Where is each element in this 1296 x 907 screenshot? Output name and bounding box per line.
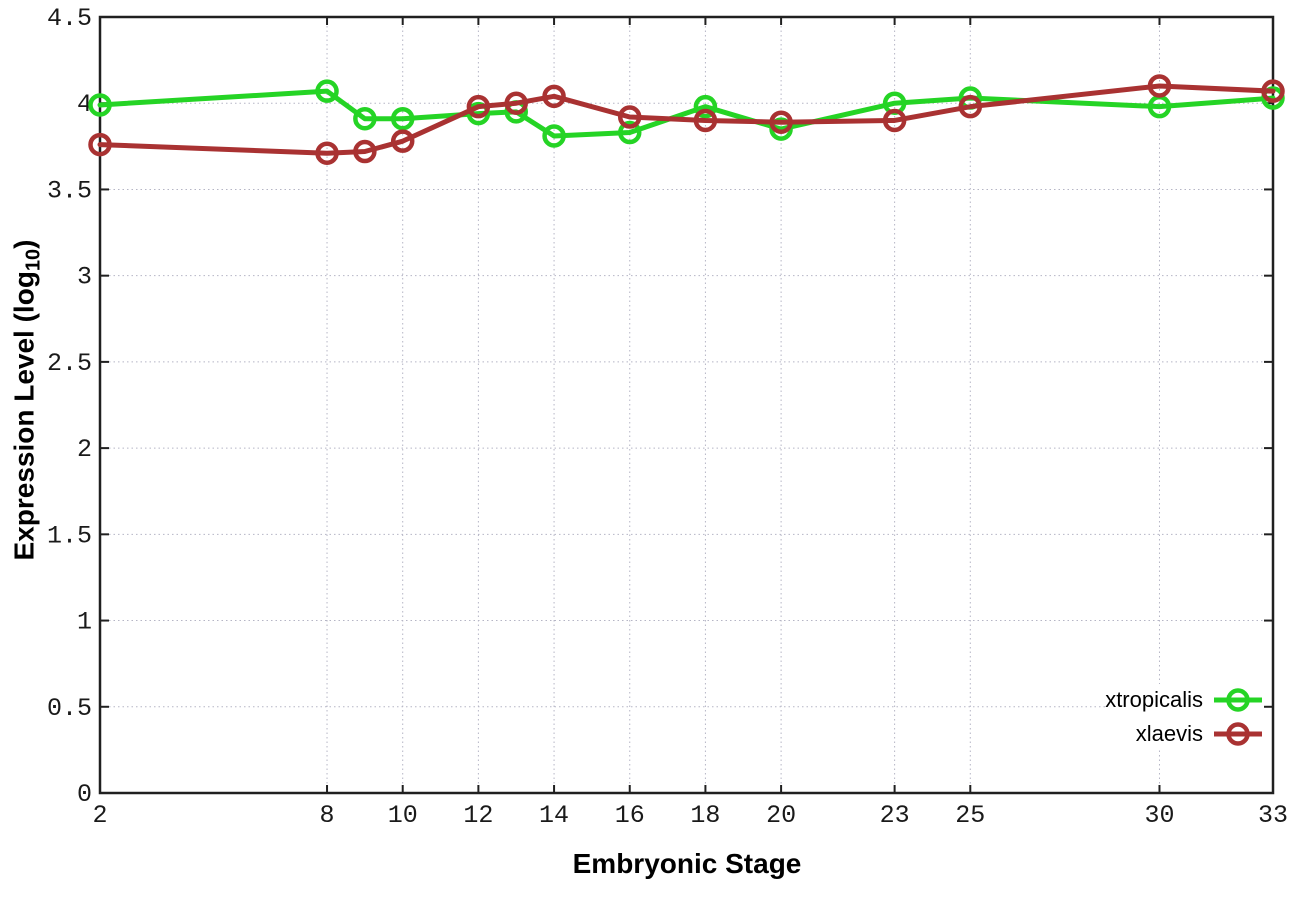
gridlines xyxy=(99,16,1274,793)
y-tick-label: 4.5 xyxy=(47,4,92,33)
y-tick-label: 4 xyxy=(77,90,92,119)
x-tick-label: 14 xyxy=(539,801,569,830)
data-point-marker xyxy=(466,94,491,119)
legend-sample-circle xyxy=(1226,688,1250,712)
y-axis-title-close: ) xyxy=(8,239,40,249)
data-point-marker xyxy=(315,141,339,165)
data-point-marker xyxy=(390,106,415,131)
data-point-marker xyxy=(353,106,377,131)
x-axis-title: Embryonic Stage xyxy=(572,848,802,879)
series-line-xtropicalis xyxy=(97,88,1276,139)
y-tick-label: 3.5 xyxy=(47,176,92,205)
y-axis-title: Expression Level (log10) xyxy=(9,240,46,561)
data-point-marker xyxy=(315,79,339,103)
data-point-marker xyxy=(542,84,566,109)
legend-item-xtropicalis: xtropicalis xyxy=(1105,684,1264,716)
x-tick-label: 23 xyxy=(880,801,910,830)
x-tick-label: 30 xyxy=(1144,801,1174,830)
y-tick-label: 0 xyxy=(77,780,92,809)
series-line-xlaevis xyxy=(97,83,1276,156)
data-point-marker xyxy=(1147,74,1172,98)
data-point-marker xyxy=(769,110,793,134)
data-point-marker xyxy=(617,105,642,129)
y-tick-label: 2.5 xyxy=(47,349,92,378)
data-point-marker xyxy=(1261,79,1285,103)
data-point-marker xyxy=(353,139,377,164)
x-tick-label: 20 xyxy=(766,801,796,830)
data-point-marker xyxy=(693,108,718,133)
data-point-marker xyxy=(88,93,112,117)
data-point-marker xyxy=(617,120,642,145)
data-point-marker xyxy=(693,94,718,119)
y-tick-labels: 0 0.5 1 1.5 2 2.5 3 3.5 4 4.5 xyxy=(47,4,92,809)
x-tick-label: 25 xyxy=(955,801,985,830)
x-tick-label: 18 xyxy=(690,801,720,830)
data-point-marker xyxy=(504,91,528,115)
y-tick-label: 3 xyxy=(77,263,92,292)
x-tick-label: 2 xyxy=(92,801,107,830)
x-tick-label: 12 xyxy=(463,801,493,830)
y-tick-label: 2 xyxy=(77,435,92,464)
legend-label-xtropicalis: xtropicalis xyxy=(1105,687,1203,712)
legend-item-xlaevis: xlaevis xyxy=(1136,718,1264,750)
x-tick-label: 33 xyxy=(1258,801,1288,830)
series-xlaevis xyxy=(88,74,1285,165)
legend-marker-xtropicalis xyxy=(1214,688,1262,712)
data-point-marker xyxy=(958,94,983,119)
y-tick-label: 1.5 xyxy=(47,521,92,550)
y-tick-label: 0.5 xyxy=(47,694,92,723)
data-point-marker xyxy=(88,132,112,157)
axis-ticks xyxy=(99,16,1274,794)
data-point-marker xyxy=(390,129,415,153)
legend-sample-circle xyxy=(1226,722,1250,746)
plot-border xyxy=(98,15,1275,795)
x-tick-labels: 2 8 10 12 14 16 18 20 23 25 30 33 xyxy=(92,801,1288,830)
x-tick-label: 10 xyxy=(388,801,418,830)
x-tick-label: 8 xyxy=(320,801,335,830)
data-point-marker xyxy=(542,124,566,148)
legend-marker-xlaevis xyxy=(1214,722,1262,746)
y-axis-title-text: Expression Level (log xyxy=(8,271,40,561)
legend: xtropicalis xlaevis xyxy=(1105,684,1264,750)
legend-label-xlaevis: xlaevis xyxy=(1135,721,1203,746)
x-tick-label: 16 xyxy=(615,801,645,830)
data-point-marker xyxy=(882,108,907,133)
y-axis-title-subscript: 10 xyxy=(22,248,45,272)
y-tick-label: 1 xyxy=(77,608,92,637)
